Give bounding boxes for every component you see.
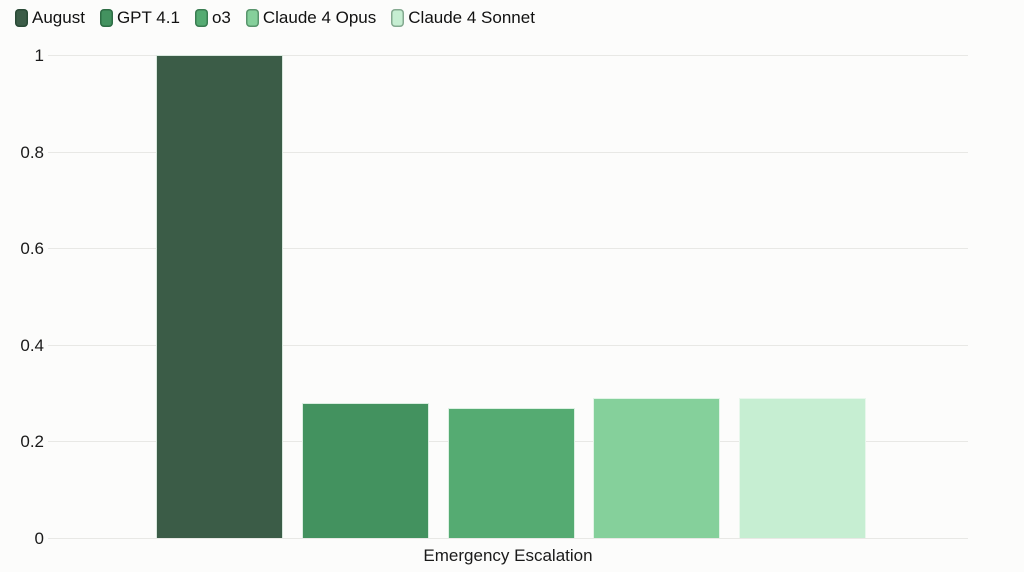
legend-swatch-icon [194,9,208,27]
legend-swatch-icon [15,9,28,27]
y-tick-label: 0.4 [20,335,44,355]
gridline [48,151,968,153]
legend-label: Claude 4 Sonnet [408,8,535,27]
gridline [48,538,968,539]
bar-gpt-4-1 [302,403,429,538]
y-tick-label: 1 [34,46,44,65]
bar-claude-4-opus [593,398,720,538]
legend-swatch-icon [99,9,113,27]
legend-item-august: August [15,7,85,29]
gridline [48,55,968,56]
gridline [48,344,968,346]
y-tick-label: 0.6 [20,239,44,259]
legend-swatch-icon [391,9,405,27]
legend-label: Claude 4 Opus [262,8,377,27]
legend-item-claude-4-opus: Claude 4 Opus [245,7,377,29]
gridline [48,248,968,250]
y-tick-label: 0.2 [20,432,44,452]
legend-item-o3: o3 [194,7,231,29]
y-tick-label: 0.8 [20,142,44,162]
bar-august [156,55,283,538]
legend-label: GPT 4.1 [116,8,180,27]
bar-o3 [448,408,575,538]
legend-swatch-icon [245,9,259,27]
legend-label: August [32,8,85,27]
chart-legend: August GPT 4.1 o3 Claude 4 Opus Claude 4 Son… [15,7,535,29]
y-tick-label: 0 [34,529,44,548]
legend-label: o3 [211,8,231,27]
legend-item-claude-4-sonnet: Claude 4 Sonnet [391,7,535,29]
legend-item-gpt-4-1: GPT 4.1 [99,7,180,29]
x-axis-category-label: Emergency Escalation [423,546,593,565]
bar-claude-4-sonnet [739,398,866,538]
